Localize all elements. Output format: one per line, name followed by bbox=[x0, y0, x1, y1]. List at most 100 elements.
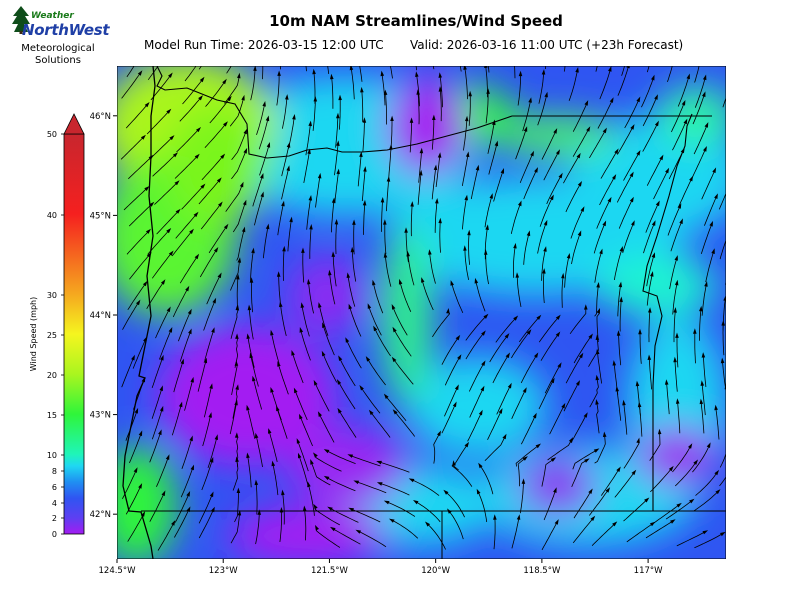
streamline bbox=[393, 329, 412, 357]
streamline-arrow bbox=[608, 66, 612, 72]
streamline-arrow bbox=[223, 121, 228, 127]
lon-label: 121.5°W bbox=[311, 566, 349, 576]
streamline-arrow bbox=[194, 253, 200, 260]
streamline bbox=[653, 170, 669, 200]
streamline bbox=[642, 96, 658, 127]
streamline-arrow bbox=[166, 228, 172, 234]
streamline-arrow bbox=[675, 398, 680, 404]
streamline-arrow bbox=[198, 95, 203, 101]
streamline-arrow bbox=[701, 352, 706, 358]
streamline bbox=[334, 171, 339, 204]
streamline bbox=[572, 128, 590, 157]
streamline-arrow bbox=[166, 108, 172, 114]
streamline-arrow bbox=[160, 354, 164, 361]
streamline-arrow bbox=[180, 358, 184, 365]
streamline-arrow bbox=[605, 487, 611, 493]
streamline bbox=[513, 245, 516, 278]
streamline bbox=[517, 73, 521, 106]
streamline-arrow bbox=[246, 404, 250, 411]
streamline bbox=[339, 97, 341, 130]
valid-time: Valid: 2026-03-16 11:00 UTC (+23h Foreca… bbox=[410, 38, 684, 52]
streamline-arrow bbox=[309, 224, 313, 230]
streamline bbox=[250, 68, 256, 101]
streamline-arrow bbox=[595, 399, 599, 405]
streamline-arrow bbox=[463, 66, 467, 70]
streamline bbox=[692, 444, 710, 473]
streamline-arrow bbox=[651, 220, 656, 226]
streamline bbox=[543, 271, 545, 304]
streamline-arrow bbox=[286, 165, 290, 171]
streamline bbox=[694, 533, 724, 549]
streamline bbox=[199, 249, 218, 278]
colorbar-tick-label: 25 bbox=[47, 331, 57, 340]
streamline-arrow bbox=[502, 433, 507, 440]
streamline bbox=[617, 66, 629, 96]
streamline bbox=[272, 463, 279, 496]
streamline bbox=[622, 222, 634, 254]
streamline bbox=[339, 357, 356, 387]
streamline-arrow bbox=[270, 387, 274, 393]
streamline bbox=[540, 333, 559, 361]
streamline bbox=[468, 362, 485, 392]
streamline bbox=[487, 66, 490, 73]
streamline-arrow bbox=[408, 478, 415, 483]
streamline-arrow bbox=[438, 217, 442, 224]
streamline-arrow bbox=[612, 360, 617, 366]
streamline bbox=[417, 172, 422, 205]
streamline-arrow bbox=[515, 272, 520, 278]
streamline bbox=[318, 305, 329, 336]
streamline-arrow bbox=[616, 330, 621, 336]
streamline-arrow bbox=[683, 118, 688, 125]
streamline-arrow bbox=[478, 409, 483, 416]
streamline-arrow bbox=[651, 74, 655, 81]
streamline bbox=[541, 130, 557, 160]
streamline-arrow bbox=[534, 167, 538, 173]
streamline-arrow bbox=[211, 327, 215, 333]
streamline-arrow bbox=[209, 383, 213, 389]
streamline-arrow bbox=[516, 514, 521, 520]
streamline-arrow bbox=[293, 387, 298, 394]
streamline bbox=[538, 72, 545, 104]
streamline bbox=[719, 452, 726, 468]
lon-label: 120°W bbox=[421, 566, 450, 576]
streamline-arrow bbox=[390, 115, 394, 121]
streamline bbox=[282, 248, 285, 281]
streamline-arrow bbox=[648, 307, 652, 313]
streamline bbox=[236, 276, 239, 309]
streamline bbox=[381, 73, 386, 106]
streamline bbox=[338, 410, 357, 438]
streamline-arrow bbox=[484, 249, 488, 255]
streamline-arrow bbox=[243, 128, 248, 135]
streamline-arrow bbox=[664, 379, 669, 385]
streamline bbox=[468, 93, 471, 126]
streamline bbox=[475, 280, 486, 312]
streamline-arrow bbox=[196, 127, 201, 133]
streamline bbox=[467, 412, 482, 442]
streamline bbox=[510, 203, 521, 234]
streamline-arrow bbox=[558, 172, 563, 179]
streamline bbox=[648, 357, 652, 390]
streamline-arrow bbox=[270, 329, 274, 336]
streamline-arrow bbox=[265, 115, 270, 122]
streamline-arrow bbox=[383, 219, 387, 225]
streamline bbox=[431, 117, 435, 150]
streamline-arrow bbox=[189, 228, 194, 234]
streamline-arrow bbox=[505, 352, 510, 359]
streamline bbox=[426, 523, 446, 550]
streamline-arrow bbox=[160, 279, 166, 285]
streamline-arrow bbox=[602, 431, 607, 437]
colorbar: 0 2 4 6 8 10 15 20 25 30 40 50 Wind Speed (mph) bbox=[29, 113, 85, 539]
streamline-arrow bbox=[555, 149, 560, 155]
streamline-arrow bbox=[596, 282, 600, 288]
streamline bbox=[332, 254, 337, 287]
streamline bbox=[543, 489, 556, 521]
streamline-arrow bbox=[138, 430, 143, 437]
streamline-arrow bbox=[689, 498, 695, 504]
streamline-arrow bbox=[532, 412, 537, 419]
streamline-arrow bbox=[237, 510, 242, 516]
streamline bbox=[623, 440, 640, 469]
streamline-arrow bbox=[190, 376, 194, 383]
tree-icon bbox=[12, 6, 30, 34]
streamline-arrow bbox=[659, 154, 664, 161]
streamline-arrow bbox=[535, 443, 541, 449]
